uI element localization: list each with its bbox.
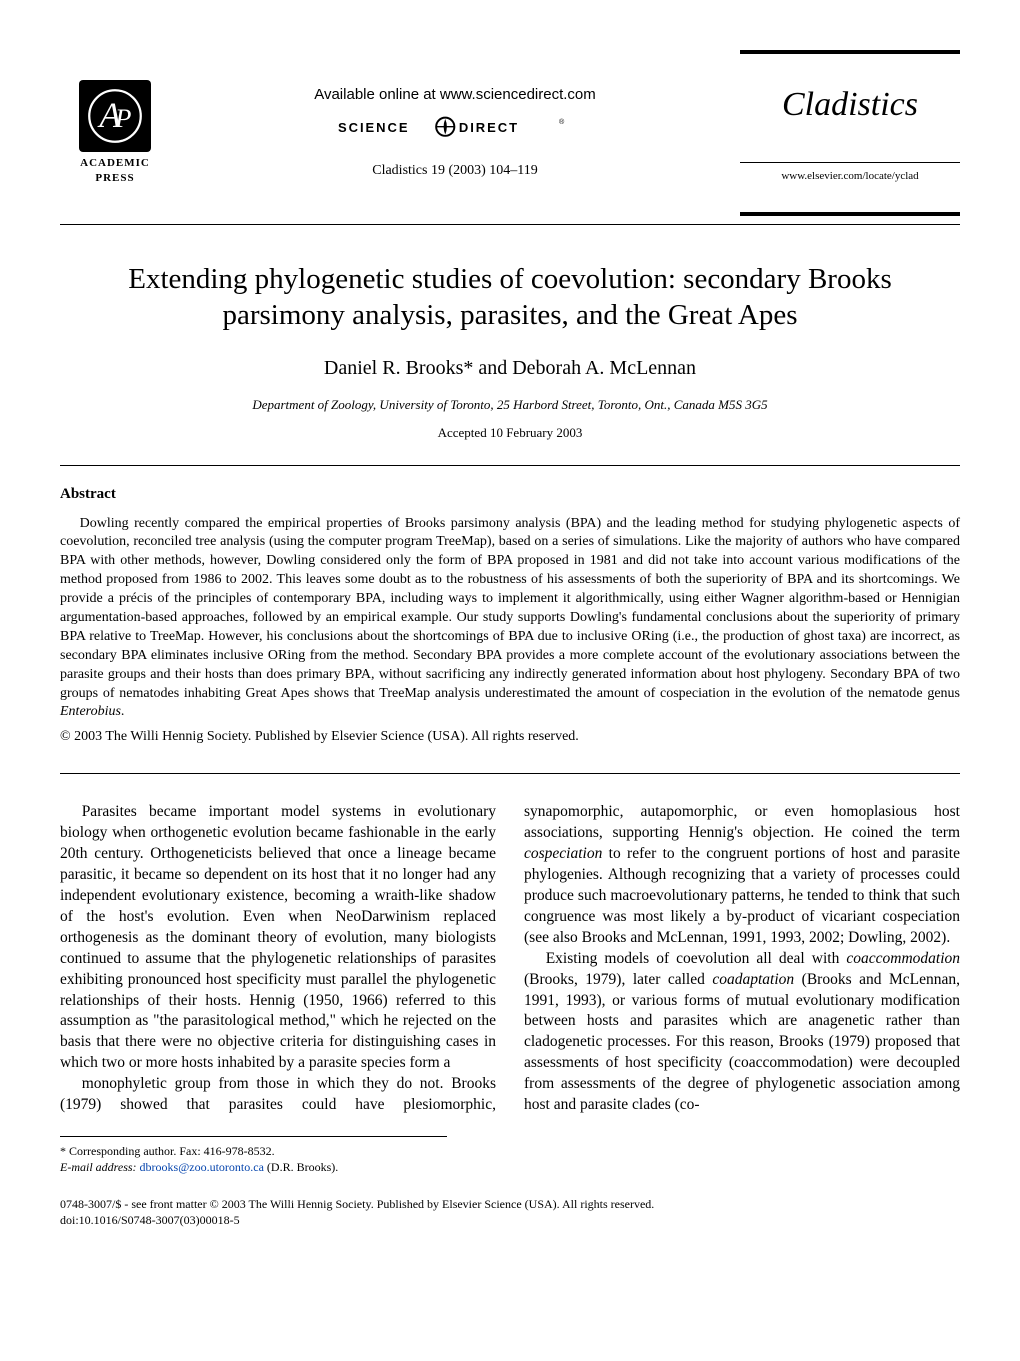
footnotes: * Corresponding author. Fax: 416-978-853… [60, 1136, 447, 1175]
email-line: E-mail address: dbrooks@zoo.utoronto.ca … [60, 1159, 447, 1175]
p3b: (Brooks, 1979), later called [524, 971, 712, 988]
authors-text: Daniel R. Brooks* and Deborah A. McLenna… [324, 357, 696, 379]
svg-text:SCIENCE: SCIENCE [338, 120, 409, 135]
svg-text:DIRECT: DIRECT [459, 120, 519, 135]
footer-line2: doi:10.1016/S0748-3007(03)00018-5 [60, 1213, 960, 1229]
article-title: Extending phylogenetic studies of coevol… [100, 261, 920, 334]
svg-text:P: P [114, 103, 131, 133]
footer-line1: 0748-3007/$ - see front matter © 2003 Th… [60, 1197, 960, 1213]
authors: Daniel R. Brooks* and Deborah A. McLenna… [60, 355, 960, 382]
journal-block: Cladistics www.elsevier.com/locate/yclad [740, 50, 960, 216]
header-rule [60, 224, 960, 225]
sciencedirect-icon: SCIENCE DIRECT ® [315, 115, 595, 141]
ap-monogram-icon: A P [87, 88, 143, 144]
header-row: A P ACADEMIC PRESS Available online at w… [60, 50, 960, 216]
journal-title: Cladistics [740, 82, 960, 128]
email-link[interactable]: dbrooks@zoo.utoronto.ca [140, 1160, 264, 1174]
email-suffix: (D.R. Brooks). [267, 1160, 338, 1174]
abstract-body: Dowling recently compared the empirical … [60, 515, 960, 723]
p3c: (Brooks and McLennan, 1991, 1993), or va… [524, 971, 960, 1114]
p3a: Existing models of coevolution all deal … [546, 950, 847, 967]
citation-line: Cladistics 19 (2003) 104–119 [178, 162, 732, 181]
genus-name: Enterobius [60, 704, 121, 719]
publisher-logo: A P ACADEMIC PRESS [60, 80, 170, 186]
body-p1: Parasites became important model systems… [60, 802, 496, 1074]
body-columns: Parasites became important model systems… [60, 802, 960, 1116]
p2-i1: cospeciation [524, 845, 602, 862]
abstract-end: . [121, 704, 125, 719]
abstract-text: Dowling recently compared the empirical … [60, 516, 960, 701]
body-p3: Existing models of coevolution all deal … [524, 949, 960, 1116]
abstract-top-rule [60, 465, 960, 466]
header-center: Available online at www.sciencedirect.co… [170, 85, 740, 180]
abstract-copyright: © 2003 The Willi Hennig Society. Publish… [60, 728, 960, 747]
ap-logo-icon: A P [79, 80, 151, 152]
journal-url: www.elsevier.com/locate/yclad [740, 162, 960, 184]
available-online-text: Available online at www.sciencedirect.co… [178, 85, 732, 105]
abstract-bottom-rule [60, 773, 960, 774]
accepted-date: Accepted 10 February 2003 [60, 424, 960, 442]
publisher-caption: ACADEMIC PRESS [60, 156, 170, 186]
footer-block: 0748-3007/$ - see front matter © 2003 Th… [60, 1197, 960, 1228]
p3-i1: coaccommodation [846, 950, 960, 967]
corresponding-author: * Corresponding author. Fax: 416-978-853… [60, 1143, 447, 1159]
affiliation: Department of Zoology, University of Tor… [60, 396, 960, 414]
p3-i2: coadaptation [712, 971, 794, 988]
abstract-heading: Abstract [60, 484, 960, 504]
sciencedirect-logo: SCIENCE DIRECT ® [178, 115, 732, 147]
email-label: E-mail address: [60, 1160, 137, 1174]
svg-text:®: ® [559, 119, 565, 127]
